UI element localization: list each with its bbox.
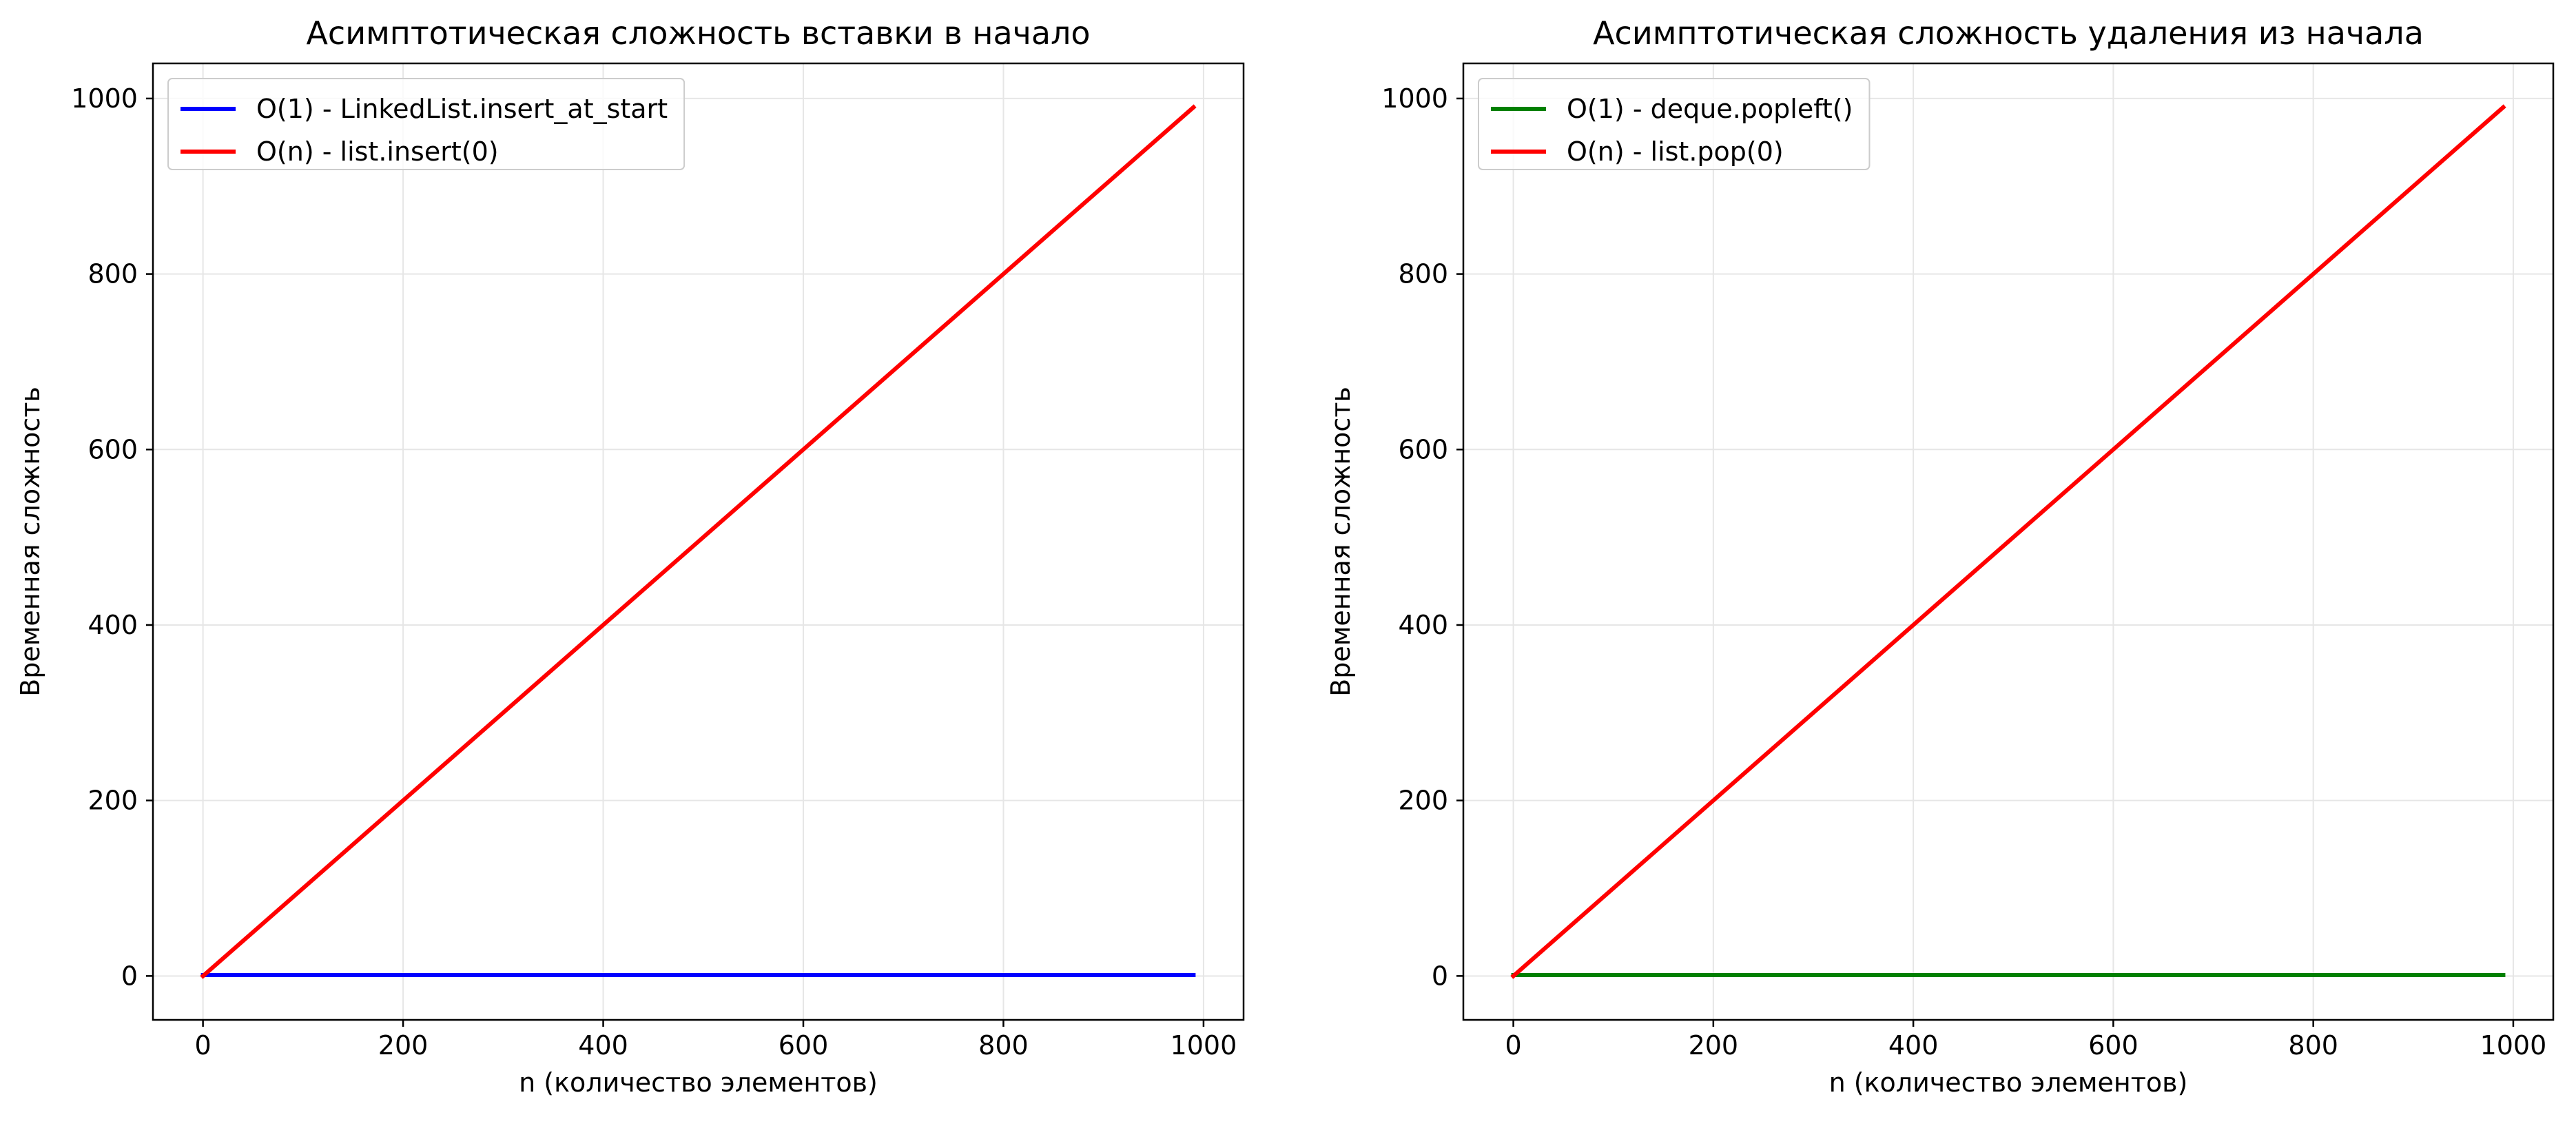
x-tick-label: 800 xyxy=(2288,1030,2338,1061)
series xyxy=(200,104,1197,979)
x-tick-label: 400 xyxy=(1888,1030,1939,1061)
y-axis-label: Временная сложность xyxy=(15,387,45,697)
y-tick-label: 800 xyxy=(1398,259,1448,289)
ticks: 0 200 400 600 800 1000 0 200 400 600 800 1000 xyxy=(71,83,1237,1061)
x-axis-label: n (количество элементов) xyxy=(519,1067,878,1098)
y-tick-label: 0 xyxy=(1432,961,1448,991)
x-tick-label: 0 xyxy=(1505,1030,1521,1061)
x-axis-label: n (количество элементов) xyxy=(1829,1067,2188,1098)
y-tick-label: 200 xyxy=(87,786,138,816)
legend: O(1) - deque.popleft() O(n) - list.pop(0… xyxy=(1478,78,1871,170)
series-line-1 xyxy=(200,104,1197,979)
plot-frame xyxy=(1462,62,2555,1021)
y-tick-label: 1000 xyxy=(71,83,138,114)
legend-box xyxy=(1478,78,1871,170)
legend-label-o1: O(1) - LinkedList.insert_at_start xyxy=(256,94,668,124)
legend: O(1) - LinkedList.insert_at_start O(n) -… xyxy=(167,78,686,170)
y-tick-label: 200 xyxy=(1398,786,1448,816)
x-tick-label: 200 xyxy=(378,1030,429,1061)
chart-remove-from-start: 0 200 400 600 800 1000 0 200 400 600 800 1000 Асимп… xyxy=(1326,14,2555,1098)
chart-title: Асимптотическая сложность удаления из на… xyxy=(1593,14,2424,52)
chart-title: Асимптотическая сложность вставки в нача… xyxy=(306,14,1090,52)
y-tick-label: 0 xyxy=(121,961,138,991)
x-tick-label: 0 xyxy=(195,1030,212,1061)
chart-insert-at-start: 0 200 400 600 800 1000 0 200 400 600 800 1000 Асимп… xyxy=(15,14,1245,1098)
y-tick-label: 1000 xyxy=(1381,83,1448,114)
legend-label-on: O(n) - list.insert(0) xyxy=(256,136,499,167)
y-tick-label: 600 xyxy=(1398,434,1448,464)
x-tick-label: 200 xyxy=(1689,1030,1739,1061)
x-tick-label: 600 xyxy=(2088,1030,2139,1061)
x-tick-label: 800 xyxy=(978,1030,1029,1061)
y-tick-label: 600 xyxy=(87,434,138,464)
y-tick-label: 400 xyxy=(1398,610,1448,640)
y-axis-label: Временная сложность xyxy=(1326,387,1356,697)
series-line-1 xyxy=(1510,104,2506,979)
x-tick-label: 600 xyxy=(779,1030,829,1061)
series xyxy=(1510,104,2506,979)
plot-frame xyxy=(152,62,1245,1021)
y-tick-label: 400 xyxy=(87,610,138,640)
x-tick-label: 1000 xyxy=(1171,1030,1237,1061)
ticks: 0 200 400 600 800 1000 0 200 400 600 800 1000 xyxy=(1381,83,2546,1061)
legend-label-o1: O(1) - deque.popleft() xyxy=(1567,94,1853,124)
x-tick-label: 1000 xyxy=(2480,1030,2547,1061)
y-tick-label: 800 xyxy=(87,259,138,289)
x-tick-label: 400 xyxy=(578,1030,628,1061)
legend-box xyxy=(167,78,686,170)
legend-label-on: O(n) - list.pop(0) xyxy=(1567,136,1784,167)
